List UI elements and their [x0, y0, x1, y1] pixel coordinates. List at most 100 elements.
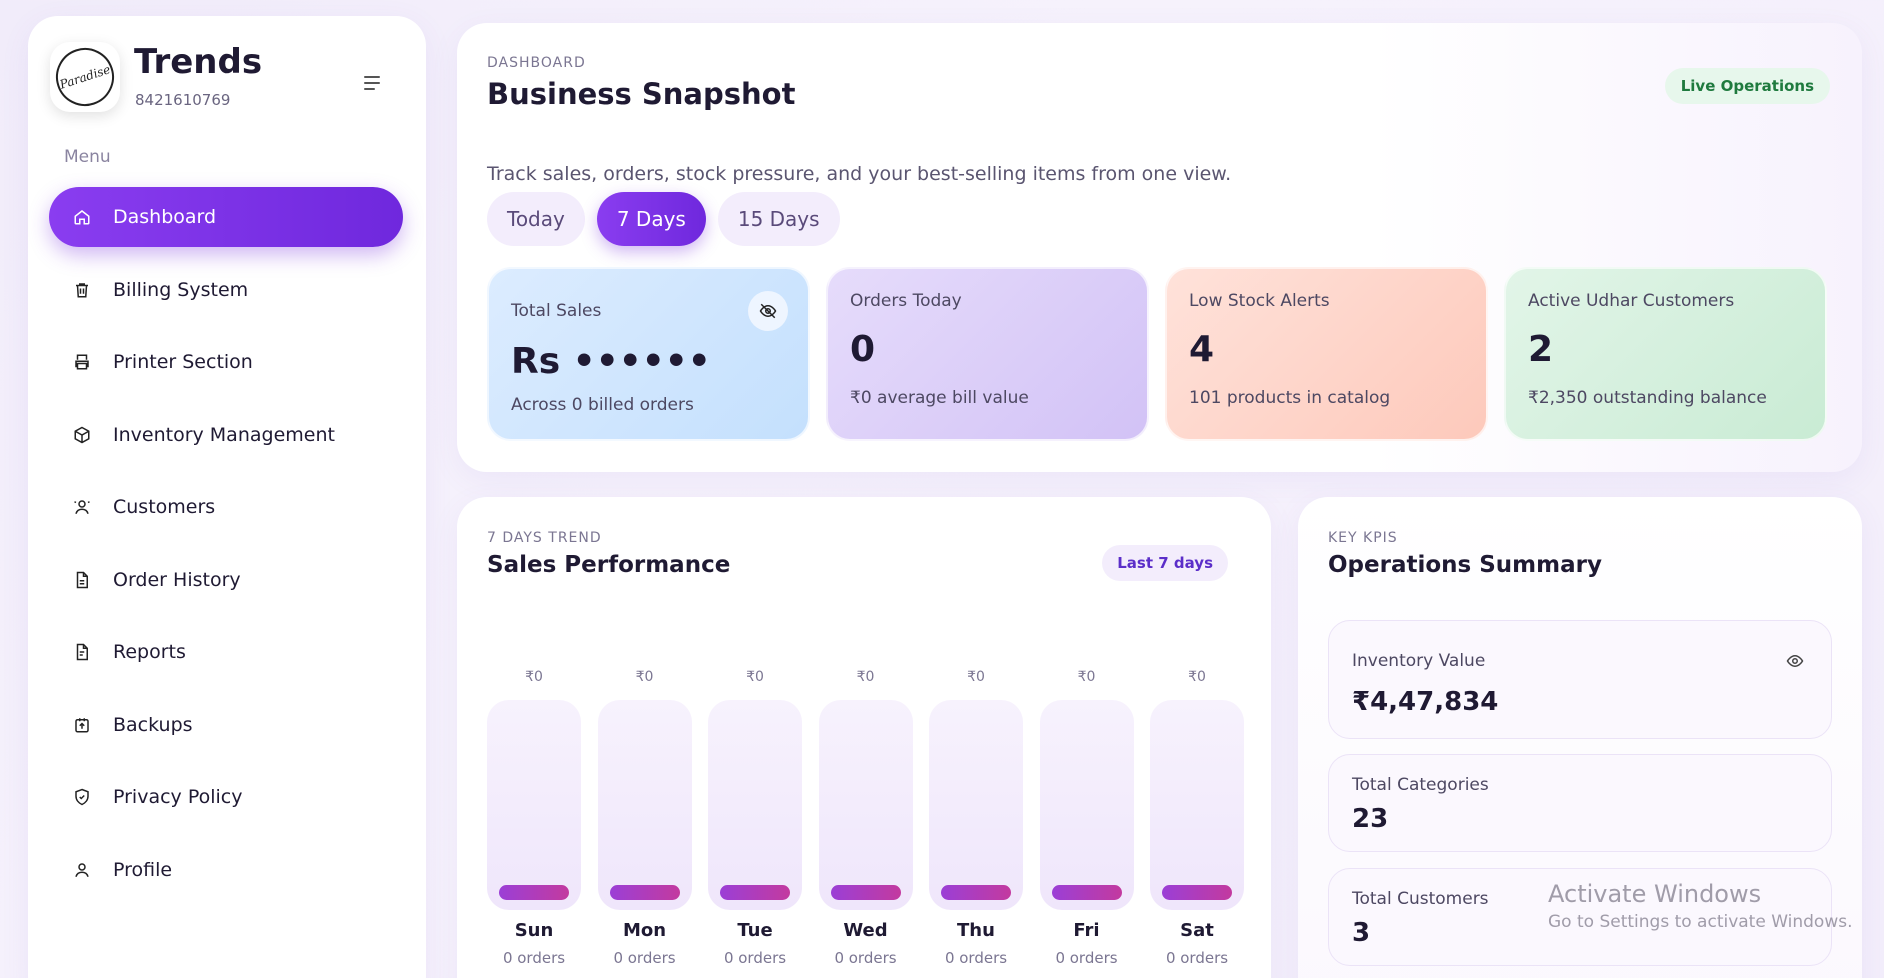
stat-value: 4	[1189, 329, 1215, 370]
stat-label: Active Udhar Customers	[1528, 291, 1735, 311]
stat-subtext: 101 products in catalog	[1189, 388, 1391, 408]
sidebar-nav: Dashboard Billing System Printer Section…	[49, 187, 403, 912]
bar-orders-label: 0 orders	[1055, 949, 1118, 967]
stat-card-total-sales: Total Sales Rs •••••• Across 0 billed or…	[487, 267, 810, 441]
snapshot-eyebrow: DASHBOARD	[487, 55, 586, 71]
bar-fill	[830, 885, 901, 900]
sidebar-item-dashboard[interactable]: Dashboard	[49, 187, 403, 247]
bar-fill	[1051, 885, 1122, 900]
bar-value-label: ₹0	[1188, 669, 1206, 685]
kpi-label: Total Customers	[1352, 889, 1489, 909]
stat-label: Low Stock Alerts	[1189, 291, 1330, 311]
range-tab-15-days[interactable]: 15 Days	[717, 192, 840, 246]
bar-value-label: ₹0	[525, 669, 543, 685]
bar-day-label: Fri	[1073, 920, 1100, 941]
brand-name: Trends	[134, 42, 263, 82]
bar-fill	[720, 885, 790, 900]
kpi-total-customers: Total Customers 3	[1328, 868, 1832, 966]
bar-column-tue[interactable]: ₹0 Tue 0 orders	[708, 669, 802, 967]
stat-card-low-stock-alerts: Low Stock Alerts 4 101 products in catal…	[1165, 267, 1488, 441]
sidebar-item-printer-section[interactable]: Printer Section	[49, 332, 403, 392]
stat-card-active-udhar-customers: Active Udhar Customers 2 ₹2,350 outstand…	[1504, 267, 1827, 441]
shield-icon	[73, 788, 91, 806]
bar-orders-label: 0 orders	[723, 949, 787, 967]
stat-card-orders-today: Orders Today 0 ₹0 average bill value	[826, 267, 1149, 441]
sales-title: Sales Performance	[487, 552, 731, 578]
bar-track	[929, 700, 1023, 910]
date-range-tabs: Today 7 Days 15 Days	[487, 192, 840, 246]
bar-track	[1039, 700, 1134, 910]
ops-title: Operations Summary	[1328, 552, 1602, 578]
user-icon	[73, 861, 91, 879]
stat-subtext: Across 0 billed orders	[511, 395, 694, 415]
bar-fill	[941, 885, 1011, 900]
sidebar-item-reports[interactable]: Reports	[49, 622, 403, 682]
stat-value: 2	[1528, 329, 1554, 370]
bar-track	[708, 700, 802, 910]
eye-off-icon[interactable]	[748, 291, 788, 331]
sidebar-item-label: Customers	[113, 496, 216, 518]
sidebar: Paradise Trends 8421610769 Menu Dashboar…	[28, 16, 426, 978]
sidebar-item-label: Reports	[113, 641, 186, 663]
trash-bin-icon	[73, 281, 91, 299]
bar-day-label: Sun	[514, 920, 554, 941]
sidebar-item-profile[interactable]: Profile	[49, 840, 403, 900]
bar-column-mon[interactable]: ₹0 Mon 0 orders	[597, 669, 692, 967]
bar-value-label: ₹0	[856, 669, 875, 685]
sidebar-item-order-history[interactable]: Order History	[49, 550, 403, 610]
sidebar-item-backups[interactable]: Backups	[49, 695, 403, 755]
range-tab-7-days[interactable]: 7 Days	[596, 192, 706, 246]
bar-column-thu[interactable]: ₹0 Thu 0 orders	[929, 669, 1023, 967]
sales-eyebrow: 7 DAYS TREND	[487, 530, 602, 546]
bar-day-label: Wed	[843, 920, 888, 941]
bar-column-sun[interactable]: ₹0 Sun 0 orders	[487, 669, 581, 967]
ops-eyebrow: KEY KPIS	[1328, 530, 1398, 546]
bar-column-fri[interactable]: ₹0 Fri 0 orders	[1039, 669, 1134, 967]
watermark-subtitle: Go to Settings to activate Windows.	[1548, 912, 1853, 932]
brand-logo[interactable]: Paradise	[48, 40, 122, 114]
kpi-inventory-value: Inventory Value ₹4,47,834	[1328, 620, 1832, 739]
bar-value-label: ₹0	[746, 669, 764, 685]
bar-day-label: Tue	[737, 920, 773, 941]
sidebar-item-privacy-policy[interactable]: Privacy Policy	[49, 767, 403, 827]
kpi-value: 23	[1352, 804, 1389, 834]
bar-day-label: Thu	[957, 920, 995, 941]
sales-bar-chart: ₹0 Sun 0 orders ₹0 Mon 0 orders ₹0 Tue 0 orders ₹…	[487, 669, 1244, 978]
bar-orders-label: 0 orders	[502, 949, 566, 967]
sidebar-item-label: Billing System	[113, 278, 249, 301]
stat-value: 0	[850, 329, 876, 370]
stat-subtext: ₹2,350 outstanding balance	[1528, 388, 1767, 408]
box-icon	[73, 426, 91, 444]
sidebar-item-inventory-management[interactable]: Inventory Management	[49, 405, 403, 465]
sidebar-item-customers[interactable]: Customers	[49, 477, 403, 537]
sales-performance-card: 7 DAYS TREND Sales Performance Last 7 da…	[457, 497, 1271, 978]
sidebar-item-billing-system[interactable]: Billing System	[49, 260, 403, 320]
printer-icon	[73, 353, 91, 371]
stat-label: Orders Today	[850, 291, 962, 311]
kpi-value: ₹4,47,834	[1352, 687, 1499, 717]
bar-track	[487, 700, 581, 910]
kpi-label: Inventory Value	[1352, 651, 1486, 671]
live-operations-badge: Live Operations	[1664, 68, 1830, 104]
hamburger-menu-icon[interactable]	[364, 76, 382, 92]
document-icon	[73, 571, 91, 589]
stat-subtext: ₹0 average bill value	[850, 388, 1029, 408]
bar-column-wed[interactable]: ₹0 Wed 0 orders	[818, 669, 913, 967]
kpi-value: 3	[1352, 918, 1371, 948]
brand-logo-mark: Paradise	[48, 40, 122, 114]
bar-fill	[1162, 885, 1232, 900]
last-7-days-badge[interactable]: Last 7 days	[1102, 545, 1228, 581]
eye-icon[interactable]	[1783, 649, 1807, 673]
bar-orders-label: 0 orders	[944, 949, 1008, 967]
range-tab-today[interactable]: Today	[487, 192, 585, 246]
watermark-title: Activate Windows	[1548, 880, 1762, 908]
bar-orders-label: 0 orders	[613, 949, 676, 967]
sidebar-item-label: Printer Section	[113, 351, 253, 373]
bar-value-label: ₹0	[635, 669, 654, 685]
sidebar-item-label: Privacy Policy	[113, 786, 243, 808]
activate-windows-watermark: Activate Windows Go to Settings to activ…	[1548, 880, 1853, 932]
snapshot-subtitle: Track sales, orders, stock pressure, and…	[487, 163, 1232, 185]
stat-value: Rs ••••••	[511, 341, 711, 382]
bar-day-label: Sat	[1180, 920, 1214, 941]
bar-column-sat[interactable]: ₹0 Sat 0 orders	[1150, 669, 1244, 967]
